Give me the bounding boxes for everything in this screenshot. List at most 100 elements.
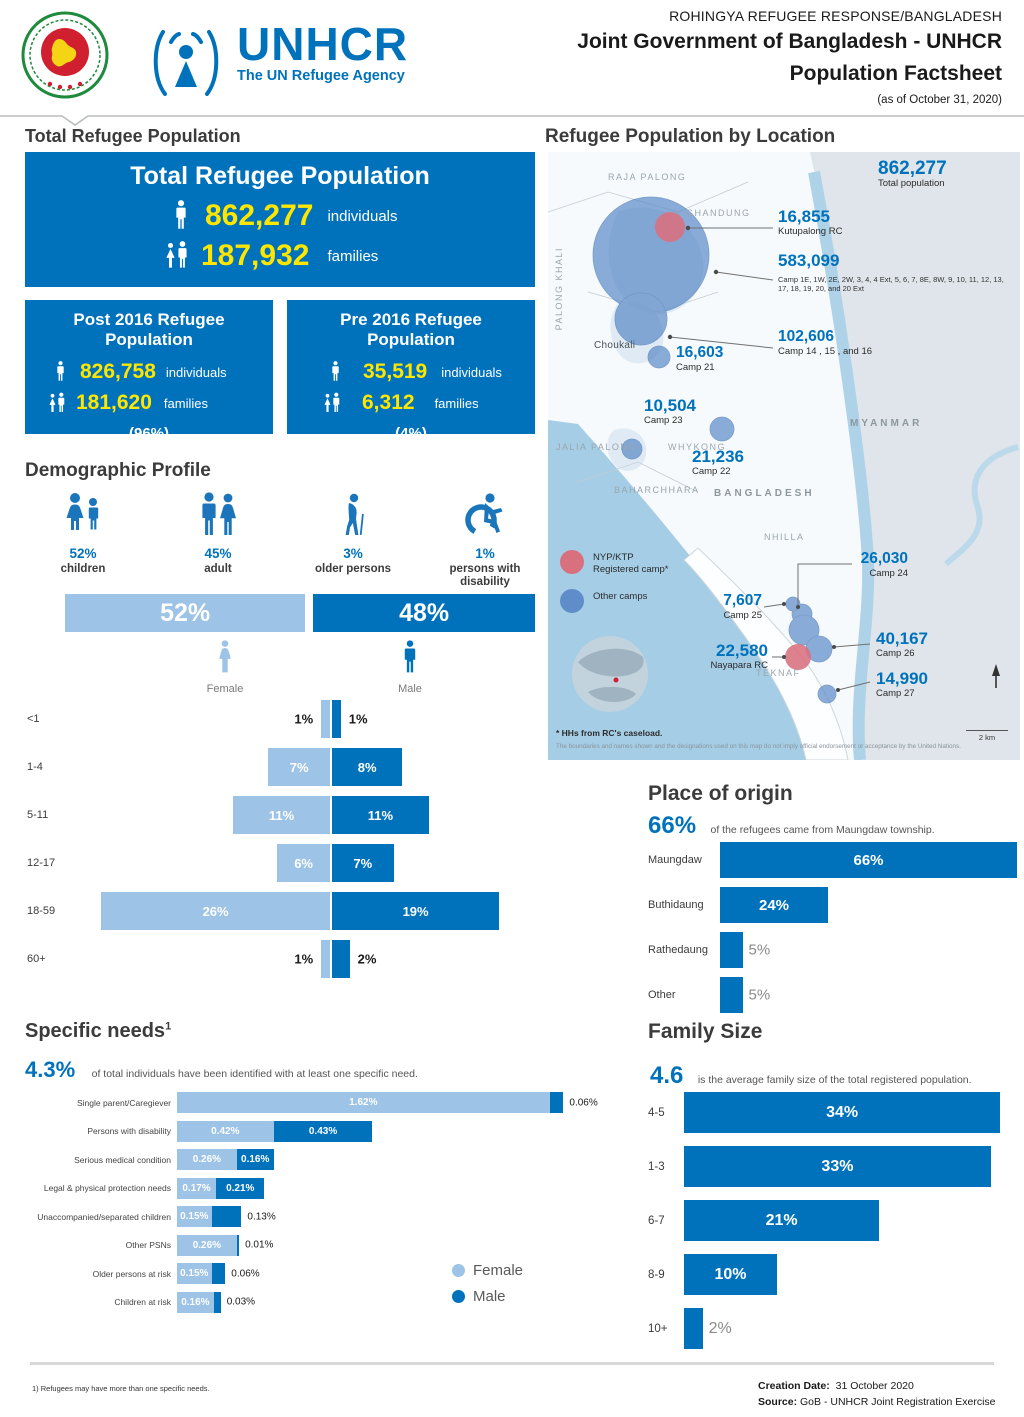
need-female-value: 0.16%	[181, 1296, 210, 1308]
pyramid-female-bar	[321, 700, 330, 738]
bar-value-label: 66%	[853, 851, 884, 869]
family-chart-row: 10+ 2%	[648, 1308, 1020, 1349]
family-icon	[166, 241, 187, 268]
specific-needs-chart: Single parent/Caregiever 0.06% 1.62% Person…	[25, 1092, 635, 1324]
callout-value: 16,855	[778, 207, 830, 226]
callout-label: Camp 24	[869, 568, 908, 579]
pyramid-female-bar	[321, 940, 330, 978]
children-pct: 52%	[69, 546, 97, 561]
pre-2016-box: Pre 2016 Refugee Population 35,519 indiv…	[287, 300, 535, 442]
report-tagline: ROHINGYA REFUGEE RESPONSE/BANGLADESH	[669, 8, 1002, 24]
pyramid-male-value: 7%	[353, 855, 373, 871]
pyramid-age-label: 12-17	[27, 857, 56, 869]
need-female-bar: 1.62%	[177, 1092, 550, 1113]
pyramid-male-bar: 11%	[332, 796, 429, 834]
individual-person-icon	[57, 361, 64, 381]
bar: 24%	[720, 887, 828, 923]
bar-value-label: 33%	[821, 1157, 854, 1175]
pyramid-age-label: <1	[27, 713, 40, 725]
map-total-value: 862,277	[878, 158, 947, 179]
specific-needs-stat-text: of total individuals have been identifie…	[91, 1068, 418, 1080]
report-title-line2: Population Factsheet	[789, 62, 1002, 85]
callout-value: 7,607	[723, 592, 762, 609]
legend-female: Female	[452, 1262, 523, 1279]
pyramid-male-bar: 19%	[332, 892, 500, 930]
creation-date-value: 31 October 2020	[835, 1380, 914, 1392]
pyramid-female-value: 6%	[294, 855, 313, 871]
bangladesh-seal-icon	[21, 11, 109, 99]
callout-nayapara-rc: 22,580 Nayapara RC	[668, 642, 768, 671]
need-female-bar: 0.42%	[177, 1120, 274, 1142]
origin-chart-row: Rathedaung 5%	[648, 932, 1020, 968]
bar: 66%	[720, 842, 1017, 878]
specific-needs-row: Single parent/Caregiever 0.06% 1.62%	[25, 1092, 635, 1113]
unhcr-emblem-icon	[153, 30, 219, 96]
specific-needs-row: Persons with disability 0.42% 0.43%	[25, 1120, 635, 1142]
need-female-bar: 0.26%	[177, 1234, 237, 1256]
place-of-origin-chart: Maungdaw 66% Buthidaung 24% Rathedaung 5% Othe…	[648, 842, 1020, 1017]
report-title-line1: Joint Government of Bangladesh - UNHCR	[577, 30, 1002, 53]
callout-label: Nayapara RC	[710, 660, 768, 671]
need-male-value: 0.43%	[308, 1125, 338, 1137]
demographic-group-older-persons: 3% older persons	[298, 492, 408, 575]
need-category-label: Serious medical condition	[74, 1154, 171, 1165]
post-2016-box: Post 2016 Refugee Population 826,758 ind…	[25, 300, 273, 442]
family-size-stat-text: is the average family size of the total …	[697, 1074, 972, 1086]
total-population-box-title: Total Refugee Population	[130, 162, 430, 190]
footer-note: 1) Refugees may have more than one speci…	[32, 1384, 210, 1393]
need-male-bar: 0.43%	[273, 1120, 373, 1142]
report-as-of-date: (as of October 31, 2020)	[877, 94, 1002, 106]
bar-value-label: 21%	[765, 1211, 798, 1229]
family-chart-row: 8-9 10%	[648, 1254, 1020, 1295]
region-jalia-palong: JALIA PALONG	[556, 442, 637, 452]
legend-dot-icon	[452, 1290, 465, 1303]
gender-split-bar: 52% 48%	[65, 594, 535, 632]
bar-value-label: 5%	[748, 941, 771, 959]
need-category-label: Legal & physical protection needs	[43, 1183, 171, 1193]
callout-label: Camp 27	[876, 688, 915, 699]
total-individuals-label: individuals	[327, 207, 398, 225]
gender-segment-male: 48%	[313, 594, 535, 632]
female-icon	[219, 640, 231, 673]
region-palong-khali: PALONG KHALI	[554, 247, 564, 331]
pyramid-age-label: 5-11	[27, 809, 49, 821]
bar-category-label: Rathedaung	[648, 944, 708, 956]
globe-inset-icon	[572, 636, 648, 712]
pyramid-female-value: 1%	[294, 711, 314, 727]
specific-needs-row: Children at risk 0.03% 0.16%	[25, 1291, 635, 1313]
map-footnote: * HHs from RC's caseload.	[556, 728, 663, 738]
female-label: Female	[206, 683, 244, 695]
region-nhilla: NHILLA	[764, 532, 805, 542]
disability-pct: 1%	[475, 546, 495, 561]
callout-camp-21: 16,603 Camp 21	[676, 344, 723, 373]
need-category-label: Unaccompanied/separated children	[37, 1211, 171, 1222]
pyramid-female-bar: 6%	[277, 844, 330, 882]
need-male-bar	[549, 1092, 564, 1113]
bar: 33%	[684, 1146, 991, 1187]
region-whykong: WHYKONG	[668, 442, 727, 452]
specific-needs-legend: Female Male	[452, 1262, 523, 1314]
pre-2016-families-label: families	[434, 395, 479, 411]
adult-pct: 45%	[204, 546, 232, 561]
callout-camp-24: 26,030 Camp 24	[798, 550, 908, 579]
post-2016-share: (96%)	[128, 425, 169, 442]
pyramid-female-value: 26%	[202, 903, 229, 919]
pyramid-age-label: 1-4	[27, 761, 43, 773]
bar-category-label: 1-3	[648, 1160, 665, 1173]
pyramid-row: 60+ 1% 2%	[25, 940, 585, 978]
legend-label: Female	[473, 1262, 524, 1279]
bar: 10%	[684, 1254, 777, 1295]
pyramid-row: 5-11 11% 11%	[25, 796, 585, 834]
pyramid-row: 18-59 26% 19%	[25, 892, 585, 930]
footer-credits: Creation Date: 31 October 2020 Source: G…	[758, 1378, 996, 1410]
callout-value: 40,167	[876, 629, 928, 648]
source-label: Source:	[758, 1396, 798, 1408]
disability-label: persons with disability	[449, 563, 521, 588]
pyramid-female-bar: 26%	[101, 892, 330, 930]
map-base-icon	[548, 152, 1020, 760]
bar	[720, 977, 743, 1013]
bar-value-label: 24%	[758, 896, 790, 914]
callout-label: Camp 1E, 1W, 2E, 2W, 3, 4, 4 Ext, 5, 6, …	[778, 275, 1004, 293]
demographic-group-disability: 1% persons with disability	[430, 492, 540, 589]
bar-category-label: 10+	[648, 1322, 668, 1335]
